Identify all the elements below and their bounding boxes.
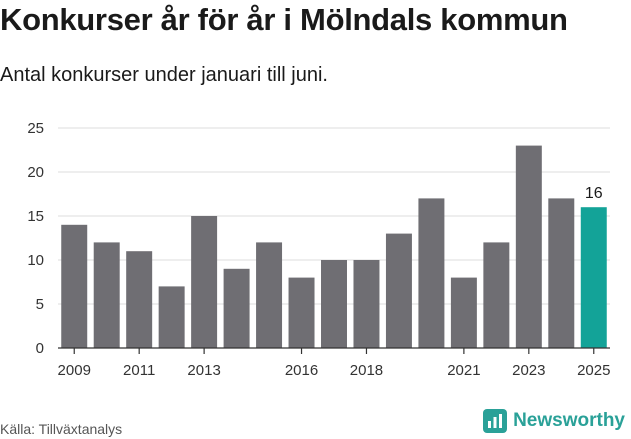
- bar-2023: [515, 145, 542, 348]
- chart-subtitle: Antal konkurser under januari till juni.: [0, 64, 328, 86]
- bar-2014: [223, 268, 250, 348]
- bar-2018: [353, 260, 380, 348]
- bars: [61, 145, 607, 348]
- brand-name: Newsworthy: [513, 410, 625, 431]
- x-tick-label: 2009: [58, 362, 91, 379]
- y-tick-label: 25: [27, 120, 44, 137]
- data-labels: 16: [585, 185, 603, 202]
- bar-2012: [158, 286, 185, 348]
- newsworthy-brand[interactable]: Newsworthy: [483, 409, 625, 433]
- data-label-2025: 16: [585, 185, 603, 202]
- y-tick-label: 5: [36, 296, 44, 313]
- source-note: Källa: Tillväxtanalys: [0, 421, 123, 437]
- x-tick-label: 2011: [123, 362, 155, 379]
- bar-2024: [548, 198, 575, 348]
- bar-2011: [126, 251, 153, 348]
- bar-2015: [256, 242, 283, 348]
- x-axis-ticks: 2009 2011 2013 2016 2018 2021 2023 2025: [58, 348, 610, 379]
- bar-2016: [288, 277, 315, 348]
- bar-2010: [93, 242, 120, 348]
- bar-2017: [321, 260, 347, 348]
- bar-2020: [418, 198, 445, 348]
- bar-2025: [580, 207, 607, 348]
- y-axis-ticks: 0 5 10 15 20 25: [27, 120, 44, 357]
- y-tick-label: 15: [27, 208, 44, 225]
- bar-2019: [385, 233, 412, 348]
- x-tick-label: 2018: [350, 362, 383, 379]
- bar-2013: [191, 216, 218, 348]
- y-tick-label: 20: [27, 164, 44, 181]
- x-tick-label: 2013: [187, 362, 220, 379]
- x-tick-label: 2021: [447, 362, 480, 379]
- x-tick-label: 2023: [512, 362, 545, 379]
- bar-2009: [61, 224, 88, 348]
- x-tick-label: 2025: [577, 362, 610, 379]
- bar-2021: [450, 277, 477, 348]
- newsworthy-logo-icon: [483, 409, 508, 433]
- chart-title: Konkurser år för år i Mölndals kommun: [0, 2, 568, 37]
- y-tick-label: 10: [27, 252, 44, 269]
- bar-2022: [483, 242, 510, 348]
- x-tick-label: 2016: [285, 362, 318, 379]
- y-tick-label: 0: [36, 340, 44, 357]
